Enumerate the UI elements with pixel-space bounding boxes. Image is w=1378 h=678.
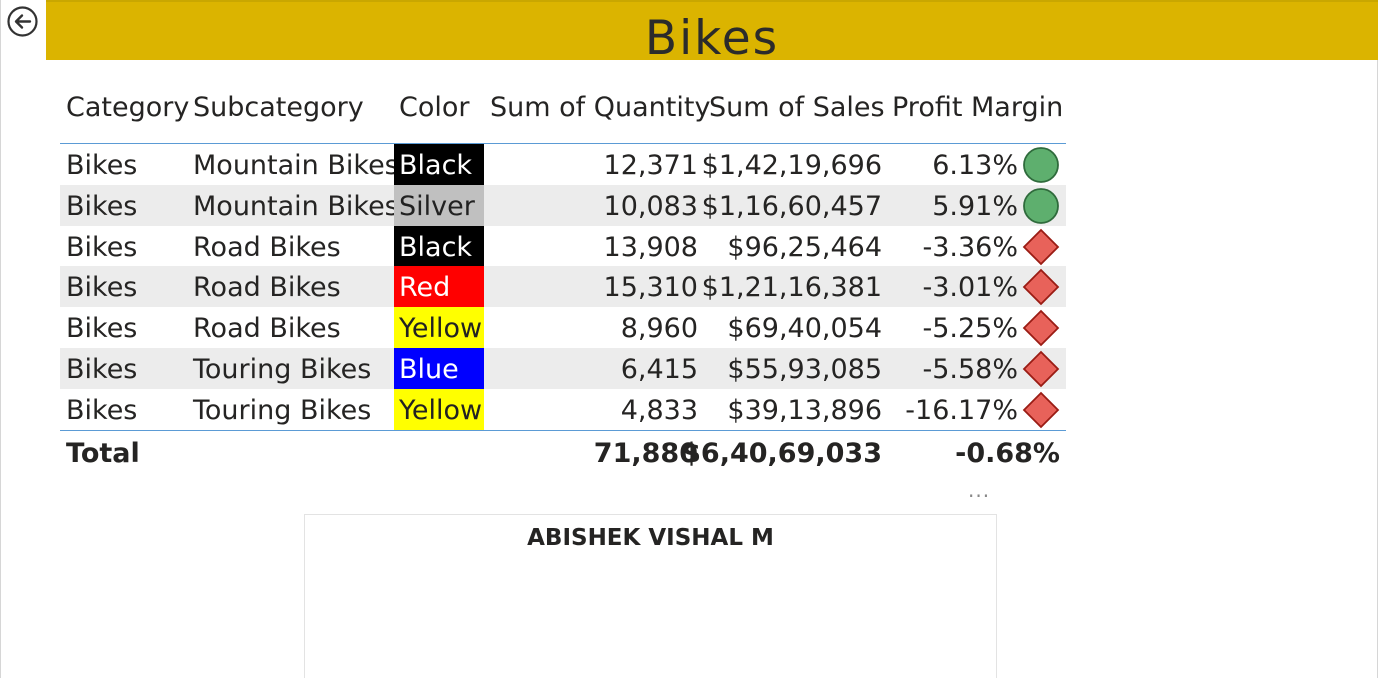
- column-header-margin[interactable]: Profit Margin: [892, 92, 1064, 123]
- cell-subcategory: Mountain Bikes: [193, 150, 399, 181]
- cell-subcategory: Touring Bikes: [193, 353, 372, 385]
- cell-quantity: 4,833: [620, 394, 698, 426]
- cell-subcategory: Road Bikes: [193, 313, 341, 345]
- cell-margin: -5.25%: [922, 313, 1018, 345]
- red-diamond-icon: [1022, 268, 1060, 306]
- canvas-left-border: [0, 0, 1, 678]
- cell-category: Bikes: [66, 353, 138, 385]
- total-sales: $6,40,69,033: [682, 438, 882, 469]
- cell-margin: 5.91%: [932, 190, 1018, 222]
- table-row[interactable]: Bikes Road Bikes Yellow 8,960 $69,40,054 -5.2…: [60, 307, 1066, 348]
- cell-color: Black: [394, 225, 484, 267]
- name-card: ABISHEK VISHAL M: [304, 514, 997, 678]
- green-circle-icon: [1022, 187, 1060, 225]
- cell-sales: $96,25,464: [727, 231, 882, 263]
- cell-subcategory: Road Bikes: [193, 272, 341, 304]
- cell-margin: 6.13%: [932, 150, 1018, 181]
- cell-quantity: 15,310: [603, 272, 698, 304]
- cell-subcategory: Mountain Bikes: [193, 190, 399, 222]
- table-row[interactable]: Bikes Mountain Bikes Silver 10,083 $1,16,60,…: [60, 184, 1066, 226]
- cell-category: Bikes: [66, 150, 138, 181]
- cell-quantity: 10,083: [603, 190, 698, 222]
- red-diamond-icon: [1022, 228, 1060, 266]
- table-row[interactable]: Bikes Road Bikes Red 15,310 $1,21,16,381 -3.0…: [60, 266, 1066, 308]
- total-label: Total: [66, 438, 140, 469]
- cell-quantity: 8,960: [620, 313, 698, 345]
- total-margin: -0.68%: [955, 438, 1060, 469]
- cell-sales: $39,13,896: [727, 394, 882, 426]
- cell-color: Black: [394, 144, 484, 185]
- total-quantity: 71,880: [593, 438, 698, 469]
- cell-margin: -3.36%: [922, 231, 1018, 263]
- cell-sales: $1,42,19,696: [701, 150, 882, 181]
- cell-subcategory: Touring Bikes: [193, 394, 372, 426]
- title-banner: Bikes: [46, 0, 1378, 66]
- column-header-sales[interactable]: Sum of Sales: [709, 92, 885, 123]
- column-header-color[interactable]: Color: [399, 92, 470, 123]
- table-row[interactable]: Bikes Touring Bikes Yellow 4,833 $39,13,896-…: [60, 388, 1066, 430]
- author-name: ABISHEK VISHAL M: [527, 525, 774, 551]
- cell-category: Bikes: [66, 313, 138, 345]
- more-options-icon[interactable]: ...: [968, 478, 991, 502]
- cell-category: Bikes: [66, 231, 138, 263]
- table-row[interactable]: Bikes Touring Bikes Blue 6,415 $55,93,085 -5.…: [60, 347, 1066, 389]
- total-divider: [60, 430, 1066, 431]
- cell-color: Silver: [394, 184, 484, 226]
- cell-margin: -16.17%: [905, 394, 1018, 426]
- column-header-subcategory[interactable]: Subcategory: [193, 92, 364, 123]
- column-header-quantity[interactable]: Sum of Quantity: [490, 92, 711, 123]
- cell-subcategory: Road Bikes: [193, 231, 341, 263]
- cell-quantity: 12,371: [603, 150, 698, 181]
- cell-color: Yellow: [394, 388, 484, 430]
- red-diamond-icon: [1022, 309, 1060, 347]
- cell-color: Red: [394, 266, 484, 308]
- header-divider: [60, 143, 1066, 144]
- cell-color: Blue: [394, 347, 484, 389]
- cell-sales: $69,40,054: [727, 313, 882, 345]
- cell-margin: -5.58%: [922, 353, 1018, 385]
- green-circle-icon: [1022, 146, 1060, 184]
- cell-quantity: 6,415: [620, 353, 698, 385]
- cell-category: Bikes: [66, 272, 138, 304]
- red-diamond-icon: [1022, 350, 1060, 388]
- cell-category: Bikes: [66, 394, 138, 426]
- cell-margin: -3.01%: [922, 272, 1018, 304]
- table-row[interactable]: Bikes Mountain Bikes Black 12,371 $1,42,19,6…: [60, 144, 1066, 185]
- column-header-category[interactable]: Category: [66, 92, 190, 123]
- table-row[interactable]: Bikes Road Bikes Black 13,908 $96,25,464 -3.3…: [60, 225, 1066, 267]
- cell-sales: $1,21,16,381: [701, 272, 882, 304]
- page-title: Bikes: [644, 11, 780, 66]
- cell-category: Bikes: [66, 190, 138, 222]
- cell-sales: $55,93,085: [727, 353, 882, 385]
- back-arrow-icon[interactable]: [6, 5, 39, 38]
- table-body: Bikes Mountain Bikes Black 12,371 $1,42,19,6…: [60, 144, 1066, 430]
- cell-color: Yellow: [394, 307, 484, 348]
- red-diamond-icon: [1022, 391, 1060, 429]
- cell-sales: $1,16,60,457: [701, 190, 882, 222]
- cell-quantity: 13,908: [603, 231, 698, 263]
- total-row: Total 71,880 $6,40,69,033 -0.68%: [60, 434, 1066, 474]
